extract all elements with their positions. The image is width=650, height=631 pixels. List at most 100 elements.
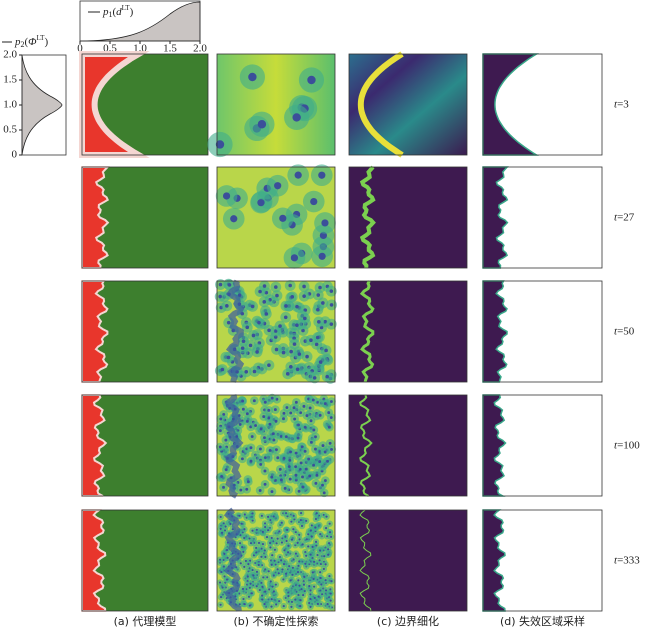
sample [318, 171, 326, 179]
left-plot-label: p2(ΦLT) [14, 34, 48, 49]
sample [220, 570, 223, 574]
sample [295, 304, 299, 309]
sample [258, 289, 262, 294]
sample [284, 535, 287, 538]
sample [270, 605, 273, 608]
sample [219, 515, 222, 519]
sample [243, 528, 246, 531]
sample [238, 542, 242, 545]
left-plot: p2(ΦLT) 2.0 1.5 1.0 0.5 0 [2, 34, 67, 161]
sample [218, 445, 222, 449]
failure-region [81, 509, 107, 612]
sample [309, 338, 313, 343]
sample [250, 592, 253, 595]
top-plot-label: p1(dLT) [102, 4, 134, 19]
sample [285, 512, 288, 515]
sample [220, 531, 224, 534]
sample [329, 592, 332, 595]
sample [264, 590, 267, 593]
sample [251, 333, 256, 338]
sample [299, 519, 302, 522]
sample [283, 315, 288, 320]
sample [268, 588, 271, 591]
sample [249, 459, 253, 463]
row-value: =333 [617, 554, 640, 566]
sample [309, 529, 312, 532]
sample [281, 568, 284, 571]
sample [313, 585, 316, 588]
sample [309, 419, 313, 423]
sample [284, 435, 288, 439]
sample [305, 519, 308, 522]
sample [308, 585, 311, 588]
sample [322, 567, 325, 571]
sample [318, 285, 322, 290]
sample [218, 282, 223, 287]
sample [264, 555, 267, 559]
sample [269, 580, 272, 583]
sample [297, 352, 302, 356]
sample [307, 75, 316, 85]
sample [309, 553, 312, 556]
sample [312, 376, 317, 380]
sample [219, 596, 223, 599]
sample [314, 481, 318, 485]
sample [260, 581, 263, 585]
sample [327, 548, 330, 551]
sample [280, 521, 283, 524]
sample [245, 325, 250, 330]
sample [305, 354, 309, 359]
panel-refine [349, 510, 467, 611]
sample [237, 293, 242, 297]
sample [300, 512, 303, 515]
sample [280, 559, 283, 562]
sample [329, 289, 334, 293]
sample [329, 599, 332, 602]
sample [226, 355, 231, 360]
sample [325, 374, 330, 379]
sample [286, 551, 290, 554]
boundary-line [357, 51, 404, 158]
frame [482, 509, 603, 612]
sample [272, 590, 275, 593]
frame [348, 166, 468, 269]
sample [273, 559, 276, 562]
sample [326, 603, 329, 606]
sample [308, 474, 312, 478]
sample [322, 491, 326, 495]
sample [255, 551, 258, 554]
sample [312, 428, 316, 432]
sample [276, 456, 280, 460]
sample [259, 462, 263, 466]
sample [281, 350, 286, 355]
sample [289, 349, 293, 354]
sample [269, 541, 272, 545]
sample [230, 215, 238, 223]
sample [218, 294, 222, 299]
sample [226, 320, 231, 325]
sample [327, 425, 331, 429]
sample [292, 406, 296, 410]
sample [277, 572, 280, 575]
sample [299, 605, 302, 608]
sample [251, 512, 254, 515]
sample [241, 339, 246, 344]
sample [229, 522, 232, 526]
frame [81, 280, 209, 383]
sample [315, 473, 319, 477]
sample [329, 588, 332, 591]
sample [308, 406, 312, 410]
sample [296, 541, 299, 544]
top-plot: p1(dLT) 0 0.5 1.0 1.5 2.0 [77, 0, 207, 55]
sample [222, 412, 226, 416]
sample [292, 514, 295, 517]
sample [298, 538, 301, 541]
sample [279, 478, 283, 482]
sample [323, 402, 327, 406]
sample [246, 480, 250, 484]
sample [269, 546, 272, 549]
sample [267, 328, 271, 333]
sample [324, 579, 327, 582]
row-var: t [614, 325, 618, 337]
frame [81, 509, 209, 612]
